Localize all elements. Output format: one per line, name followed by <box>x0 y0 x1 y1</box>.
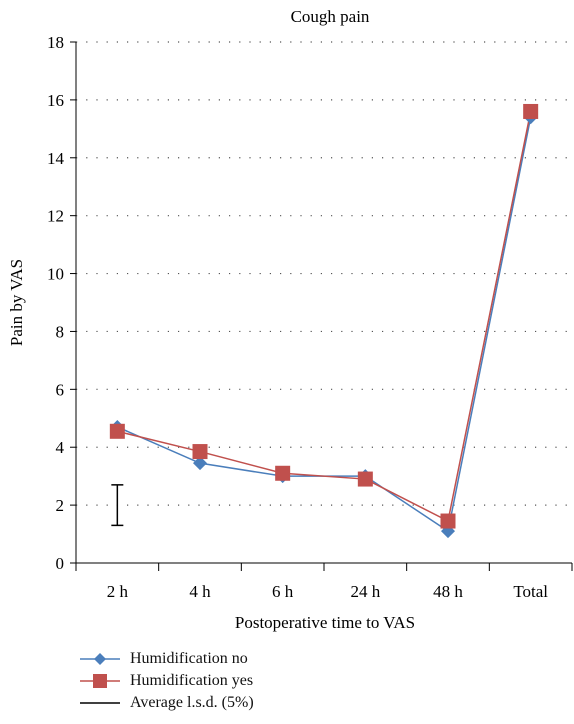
y-tick-label: 6 <box>56 380 65 399</box>
data-point-square <box>192 444 208 460</box>
legend-item-average-lsd: Average l.s.d. (5%) <box>80 692 254 714</box>
data-point-square <box>440 513 456 529</box>
y-tick-label: 12 <box>47 207 64 226</box>
data-point-square <box>357 471 373 487</box>
x-tick-labels: 2 h 4 h 6 h 24 h 48 h Total <box>107 582 549 601</box>
legend-item-humidification-no: Humidification no <box>80 648 254 670</box>
series-line-humidification-no <box>117 117 532 533</box>
error-bar <box>111 484 124 527</box>
y-tick-label: 8 <box>56 322 65 341</box>
x-tick-label: 2 h <box>107 582 129 601</box>
axes <box>70 41 573 571</box>
y-tick-label: 2 <box>56 496 65 515</box>
data-point-diamond <box>193 456 207 471</box>
y-tick-label: 16 <box>47 91 64 110</box>
series-group <box>109 103 539 539</box>
legend-label: Humidification no <box>130 650 248 667</box>
legend-label: Average l.s.d. (5%) <box>130 694 254 711</box>
legend: Humidification no Humidification yes Ave… <box>80 648 254 714</box>
y-tick-label: 4 <box>56 438 65 457</box>
legend-marker-square-icon <box>80 674 120 688</box>
chart-svg: Cough pain 0 2 4 6 8 10 12 14 16 18 2 h 4 h 6 h 24 h… <box>7 7 573 632</box>
x-tick-label: 6 h <box>272 582 294 601</box>
series-line-humidification-yes <box>117 111 532 523</box>
y-tick-label: 14 <box>47 149 65 168</box>
data-point-square <box>109 423 125 439</box>
legend-marker-diamond-icon <box>80 653 120 665</box>
y-axis-label: Pain by VAS <box>7 259 26 346</box>
y-tick-label: 10 <box>47 265 64 284</box>
legend-line-icon <box>80 702 120 704</box>
legend-label: Humidification yes <box>130 672 254 689</box>
y-tick-label: 18 <box>47 33 64 52</box>
gridlines <box>76 41 572 506</box>
y-tick-label: 0 <box>56 554 65 573</box>
data-point-square <box>275 465 291 481</box>
x-axis-label: Postoperative time to VAS <box>235 613 415 632</box>
y-tick-labels: 0 2 4 6 8 10 12 14 16 18 <box>47 33 65 573</box>
data-point-square <box>523 103 539 119</box>
x-tick-label: 48 h <box>433 582 463 601</box>
chart-title: Cough pain <box>291 7 370 26</box>
x-tick-label: 4 h <box>189 582 211 601</box>
x-tick-label: Total <box>513 582 548 601</box>
legend-item-humidification-yes: Humidification yes <box>80 670 254 692</box>
x-tick-label: 24 h <box>350 582 380 601</box>
